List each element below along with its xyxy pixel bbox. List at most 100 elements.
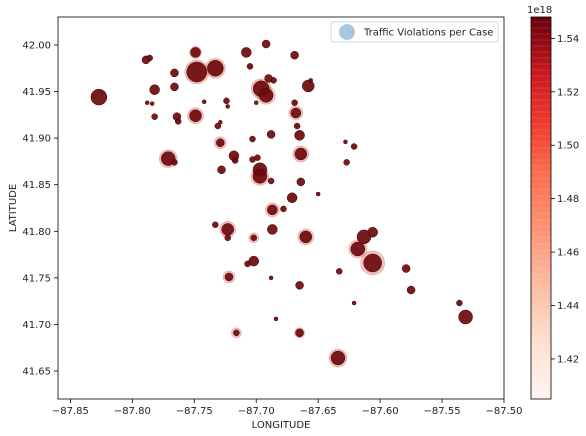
data-point: [149, 101, 155, 106]
data-point: [367, 226, 378, 238]
data-point: [250, 234, 257, 242]
data-point: [270, 77, 277, 84]
data-point: [330, 350, 346, 366]
y-axis-label: LATITUDE: [8, 184, 19, 232]
x-tick-label: −87.55: [424, 406, 461, 417]
data-point: [223, 97, 230, 105]
data-point: [246, 63, 254, 70]
data-point: [267, 224, 278, 235]
x-tick-label: −87.60: [362, 406, 399, 417]
y-tick-label: 42.00: [22, 40, 51, 51]
data-point: [350, 143, 358, 150]
x-tick-label: −87.75: [176, 406, 213, 417]
data-point: [224, 234, 231, 242]
y-tick-label: 41.85: [22, 180, 51, 191]
data-point: [212, 221, 219, 229]
data-point: [295, 281, 304, 290]
data-point: [146, 54, 153, 62]
data-point: [189, 109, 202, 123]
data-point: [291, 99, 298, 106]
colorbar-frame: [530, 16, 552, 400]
colorbar-tick-label: 1.42: [557, 354, 579, 365]
y-tick-label: 41.90: [22, 134, 51, 145]
x-tick-label: −87.85: [52, 406, 89, 417]
data-point: [268, 275, 274, 281]
colorbar-tick-label: 1.48: [557, 194, 579, 205]
data-point: [201, 99, 207, 105]
colorbar-tick-label: 1.52: [557, 87, 579, 98]
data-point: [280, 205, 287, 213]
colorbar-scale-label: 1e18: [527, 5, 552, 16]
data-point: [149, 84, 160, 95]
data-point: [170, 82, 179, 92]
legend-marker: [339, 24, 355, 40]
data-point: [350, 241, 366, 257]
data-point: [343, 139, 348, 145]
data-point: [456, 299, 463, 307]
data-point: [144, 100, 150, 105]
colorbar-tick-label: 1.50: [557, 141, 579, 152]
data-point: [248, 255, 259, 267]
data-point: [335, 268, 343, 275]
data-point: [171, 159, 178, 166]
data-point: [458, 309, 473, 325]
colorbar-tick-label: 1.54: [557, 34, 579, 45]
data-point: [225, 104, 230, 109]
y-axis: 41.65 41.70 41.75 41.80 41.85 41.90 41.95 42.00: [22, 40, 58, 378]
data-point: [401, 264, 411, 273]
y-tick-label: 41.95: [22, 87, 51, 98]
data-point: [233, 329, 240, 337]
data-point: [217, 165, 226, 175]
data-point: [221, 223, 234, 236]
data-point: [254, 154, 261, 161]
x-axis: −87.85 −87.80 −87.75 −87.70 −87.65 −87.60 −87.…: [52, 399, 523, 417]
data-point: [90, 88, 108, 106]
legend-label: Traffic Violations per Case: [363, 28, 493, 39]
colorbar-tick-label: 1.46: [557, 248, 579, 259]
y-tick-label: 41.70: [22, 320, 51, 331]
data-point: [186, 61, 208, 83]
data-point: [252, 169, 268, 184]
data-point: [267, 204, 278, 216]
points-layer: [90, 39, 473, 366]
data-point: [190, 47, 201, 58]
data-point: [302, 79, 315, 93]
legend: Traffic Violations per Case: [330, 21, 499, 43]
data-point: [308, 78, 313, 83]
data-point: [406, 285, 416, 295]
data-point: [293, 122, 301, 130]
data-point: [290, 50, 299, 60]
data-point: [273, 316, 279, 322]
x-axis-label: LONGITUDE: [252, 420, 311, 431]
y-tick-label: 41.75: [22, 273, 51, 284]
data-point: [224, 272, 234, 282]
data-point: [207, 59, 224, 77]
data-point: [249, 135, 256, 143]
data-point: [299, 230, 313, 244]
plot-frame: [57, 16, 505, 400]
data-point: [295, 328, 304, 338]
data-point: [231, 157, 239, 164]
data-point: [315, 191, 321, 197]
data-point: [261, 39, 271, 49]
colorbar-bands: [531, 21, 551, 395]
colorbar-gradient: [531, 17, 551, 399]
data-point: [218, 120, 223, 125]
data-point: [286, 192, 298, 204]
x-tick-label: −87.70: [238, 406, 275, 417]
colorbar-tick-label: 1.44: [557, 301, 579, 312]
data-point: [351, 300, 357, 306]
data-point: [253, 100, 259, 105]
colorbar: 1e18 1.42 1.44 1.46 1.48 1.50 1.52 1.54: [527, 5, 579, 400]
data-point: [267, 177, 275, 185]
data-point: [151, 113, 158, 120]
colorbar-ticks: 1.42 1.44 1.46 1.48 1.50 1.52 1.54: [551, 34, 579, 365]
data-point: [258, 88, 274, 103]
data-point: [170, 68, 179, 78]
data-point: [363, 253, 382, 273]
data-point: [343, 159, 350, 166]
x-tick-label: −87.65: [300, 406, 337, 417]
data-point: [294, 130, 305, 141]
data-point: [214, 122, 222, 130]
